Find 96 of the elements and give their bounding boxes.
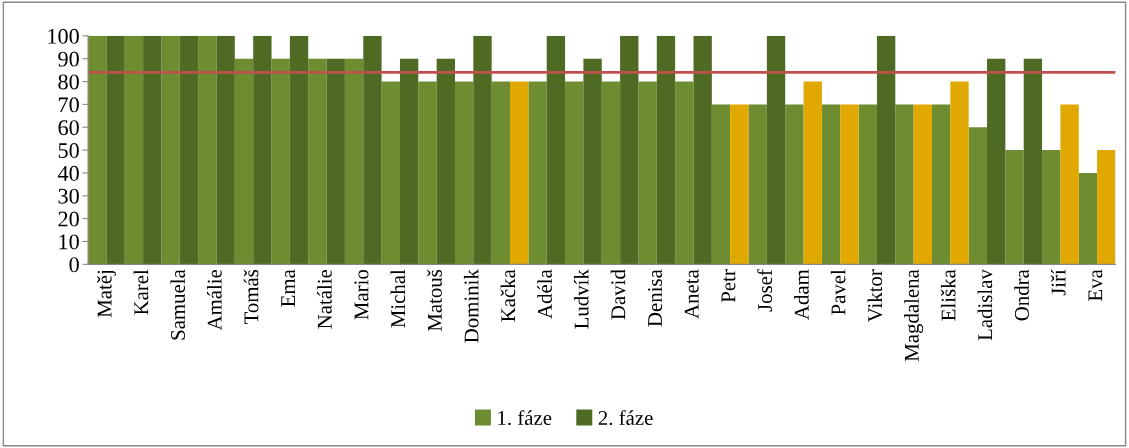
- bar: [895, 104, 914, 265]
- bar: [840, 104, 859, 265]
- x-tick-label: Karel: [133, 269, 149, 315]
- bar: [253, 35, 272, 265]
- y-tick-label: 100: [48, 28, 79, 44]
- x-tick-label: Ladislav: [977, 269, 993, 341]
- y-tick-label: 70: [58, 97, 79, 113]
- bar: [730, 104, 749, 265]
- bar: [418, 81, 437, 265]
- y-tick-label: 60: [58, 120, 79, 136]
- x-tick-label: Denisa: [648, 269, 663, 327]
- bar: [675, 81, 694, 265]
- bar: [326, 58, 345, 265]
- bar: [436, 58, 455, 265]
- bar: [968, 127, 988, 265]
- bar: [766, 35, 786, 265]
- bar: [143, 35, 162, 265]
- legend-label: 2. fáze: [598, 410, 653, 426]
- x-tick-label: Josef: [757, 269, 773, 312]
- bar: [565, 81, 584, 265]
- bar: [308, 58, 327, 265]
- bar: [234, 58, 254, 265]
- y-tick-label: 40: [57, 165, 79, 181]
- y-tick-label: 80: [58, 74, 79, 90]
- x-tick-label: Amálie: [207, 269, 222, 331]
- y-tick-label: 0: [69, 257, 79, 273]
- bar: [161, 35, 180, 265]
- bar: [454, 81, 474, 265]
- bar: [876, 35, 896, 265]
- y-tick-label: 10: [59, 234, 79, 250]
- bar: [693, 35, 712, 265]
- bar: [803, 81, 822, 265]
- bar: [931, 104, 951, 265]
- bar: [785, 104, 804, 265]
- bar: [491, 81, 511, 265]
- x-tick-label: David: [610, 269, 626, 320]
- x-tick-label: Magdalena: [904, 269, 924, 362]
- y-tick-label: 90: [58, 51, 79, 67]
- x-tick-label: Aneta: [684, 269, 699, 319]
- bar: [381, 81, 400, 265]
- x-tick-label: Matěj: [96, 270, 116, 318]
- bar: [1097, 150, 1116, 265]
- bar: [198, 35, 217, 265]
- x-tick-label: Adam: [794, 269, 809, 320]
- bar: [858, 104, 877, 265]
- bar: [583, 58, 602, 265]
- bar: [1078, 172, 1098, 265]
- bar: [510, 81, 529, 265]
- bar: [638, 81, 657, 265]
- bar: [987, 58, 1006, 265]
- bar: [106, 35, 125, 265]
- bar: [1005, 150, 1024, 265]
- bar: [344, 58, 364, 265]
- bar: [1023, 58, 1043, 265]
- bar: [179, 35, 199, 265]
- bar: [1042, 150, 1061, 265]
- bar: [950, 81, 969, 265]
- y-tick-label: 50: [58, 143, 79, 159]
- bar: [124, 35, 144, 265]
- x-tick-label: Mario: [354, 269, 369, 320]
- x-tick-label: Viktor: [867, 269, 883, 323]
- x-tick-label: Dominik: [463, 269, 479, 343]
- bar: [711, 104, 731, 265]
- bar: [399, 58, 419, 265]
- x-tick-label: Ema: [281, 269, 296, 307]
- x-tick-label: Michal: [390, 269, 406, 328]
- x-tick-label: Eliška: [940, 269, 956, 321]
- bar: [363, 35, 382, 265]
- bar: [1060, 104, 1079, 265]
- bar: [216, 35, 235, 265]
- legend-label: 1. fáze: [498, 410, 552, 426]
- bar: [473, 35, 492, 265]
- bar: [271, 58, 290, 265]
- x-tick-label: Natálie: [317, 269, 332, 329]
- x-tick-label: Ludvík: [573, 269, 589, 329]
- bar: [528, 81, 547, 265]
- y-tick-label: 20: [58, 211, 79, 227]
- x-tick-label: Pavel: [830, 269, 846, 315]
- bar: [601, 81, 621, 265]
- x-tick-label: Ondra: [1014, 269, 1029, 321]
- x-tick-label: Matouš: [427, 269, 442, 332]
- x-tick-label: Petr: [721, 269, 736, 303]
- x-tick-label: Jiří: [1050, 269, 1066, 296]
- bar: [620, 35, 639, 265]
- bar: [821, 104, 841, 265]
- bar: [546, 35, 566, 265]
- bar: [656, 35, 676, 265]
- bar: [913, 104, 932, 265]
- x-tick-label: Kačka: [500, 269, 516, 322]
- x-tick-label: Adéla: [537, 269, 552, 319]
- x-tick-label: Samuela: [170, 269, 186, 340]
- x-tick-label: Eva: [1088, 269, 1103, 301]
- bar: [289, 35, 309, 265]
- bar: [748, 104, 767, 265]
- x-tick-label: Tomáš: [243, 269, 259, 325]
- y-tick-label: 30: [58, 188, 79, 204]
